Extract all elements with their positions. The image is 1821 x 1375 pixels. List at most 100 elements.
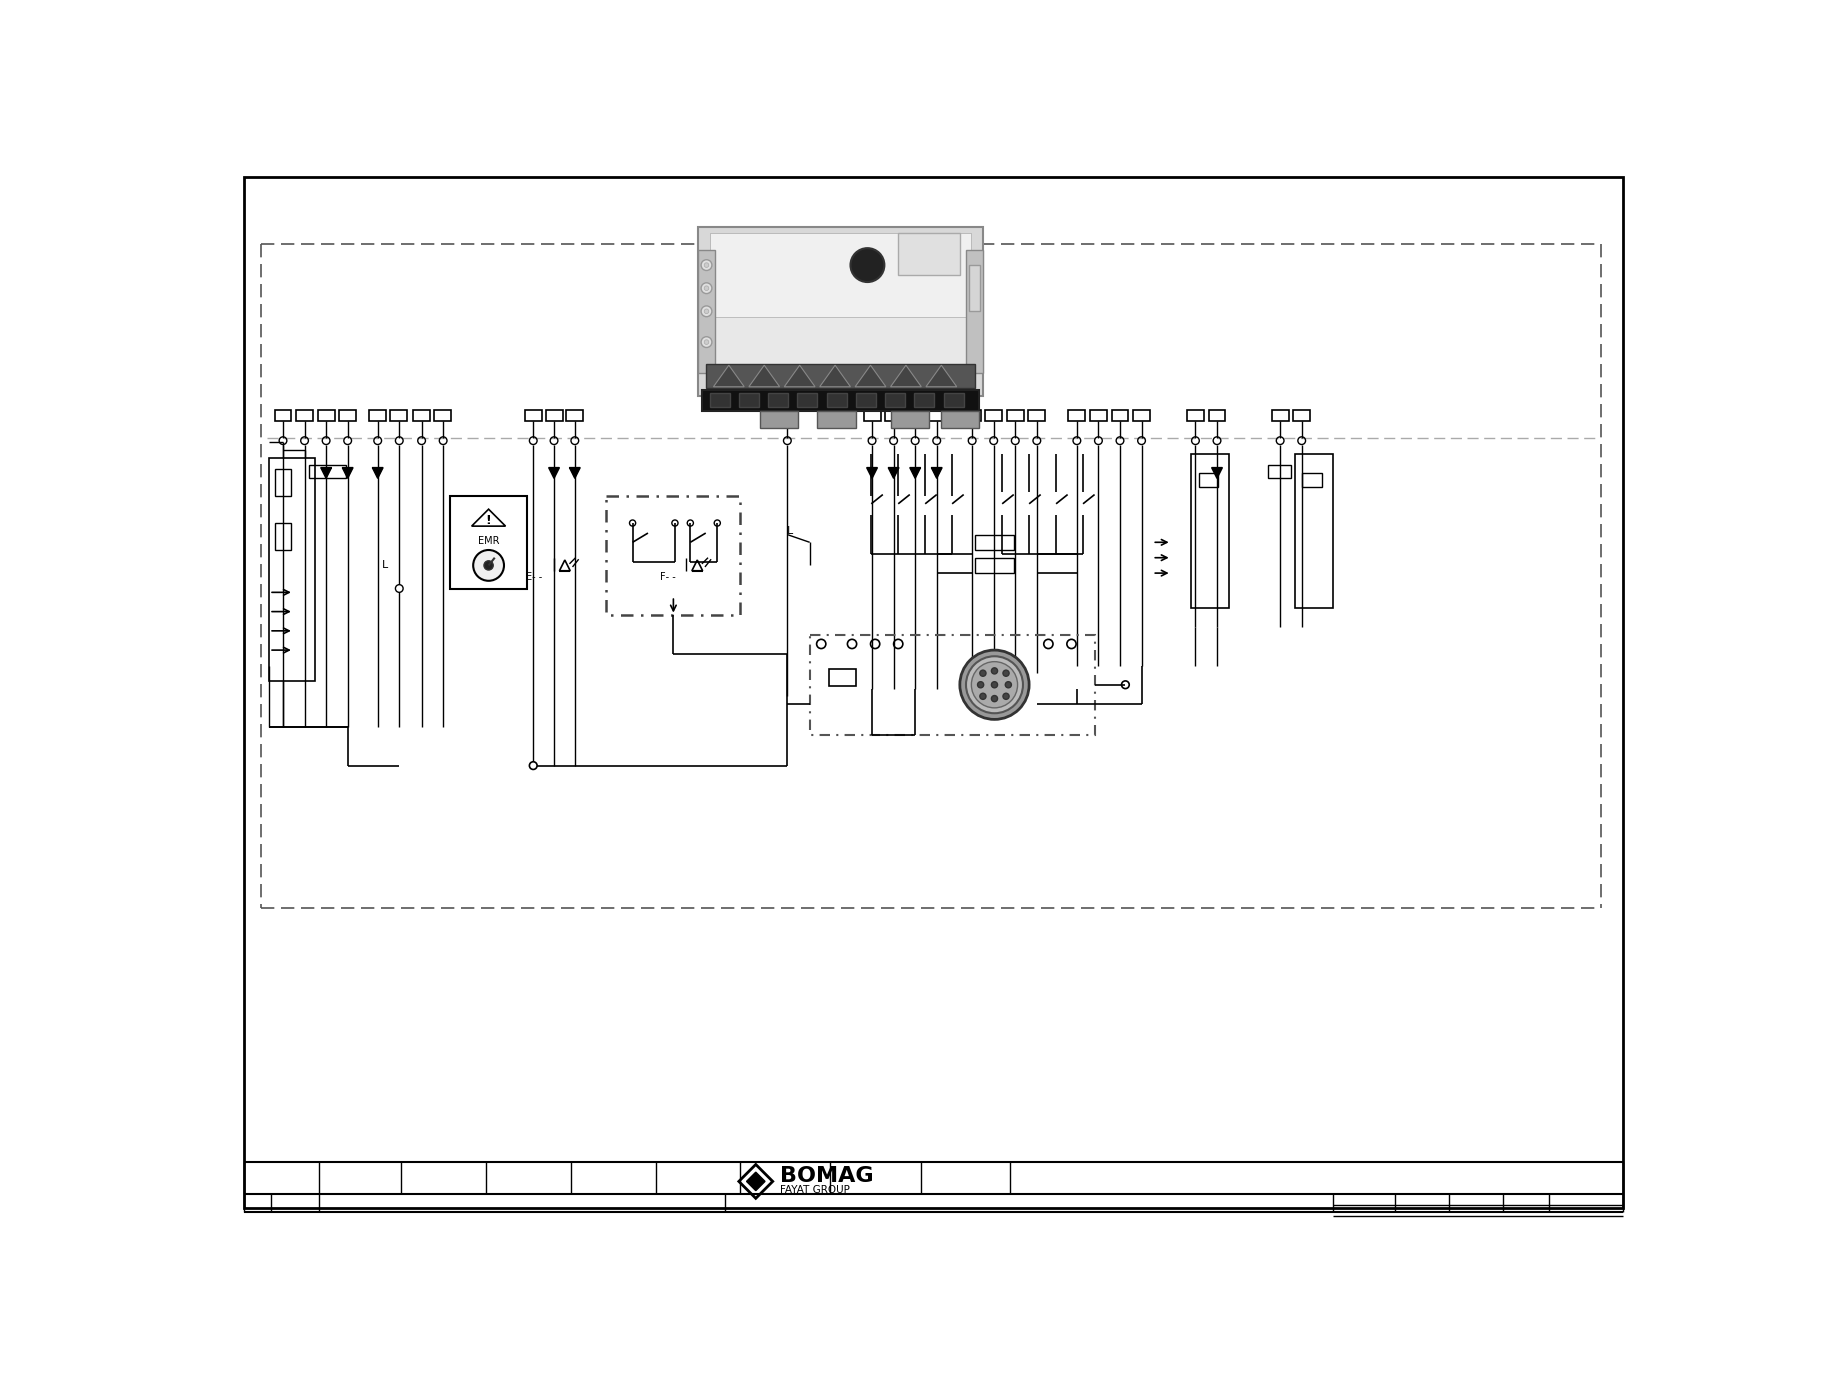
- Bar: [914, 393, 934, 407]
- Polygon shape: [889, 468, 900, 478]
- Circle shape: [1005, 682, 1011, 688]
- Bar: [701, 390, 980, 411]
- Bar: [566, 410, 583, 421]
- Bar: [697, 227, 983, 396]
- Polygon shape: [371, 468, 382, 478]
- Bar: [976, 558, 1014, 573]
- Polygon shape: [890, 366, 921, 386]
- Circle shape: [980, 693, 985, 700]
- Circle shape: [701, 260, 712, 271]
- Bar: [413, 410, 430, 421]
- Circle shape: [991, 668, 998, 674]
- Bar: [1111, 410, 1129, 421]
- Bar: [941, 411, 980, 429]
- Circle shape: [960, 650, 1029, 719]
- Bar: [1029, 410, 1045, 421]
- Bar: [1295, 454, 1333, 608]
- Polygon shape: [856, 366, 885, 386]
- Bar: [885, 410, 901, 421]
- Circle shape: [705, 309, 708, 314]
- Circle shape: [965, 656, 1023, 714]
- Polygon shape: [714, 366, 745, 386]
- Bar: [710, 393, 730, 407]
- Bar: [275, 469, 291, 496]
- Circle shape: [1003, 693, 1009, 700]
- Polygon shape: [925, 366, 956, 386]
- Bar: [275, 410, 291, 421]
- Bar: [339, 410, 357, 421]
- Bar: [524, 410, 541, 421]
- Bar: [450, 496, 526, 588]
- Circle shape: [705, 340, 708, 344]
- Bar: [985, 410, 1002, 421]
- Bar: [710, 232, 971, 318]
- Polygon shape: [867, 468, 878, 478]
- Bar: [768, 393, 788, 407]
- Text: EMR: EMR: [477, 536, 499, 546]
- Bar: [965, 250, 983, 373]
- Circle shape: [705, 263, 708, 267]
- Bar: [714, 234, 967, 388]
- Bar: [310, 465, 346, 478]
- Bar: [963, 410, 982, 421]
- Bar: [798, 393, 818, 407]
- Bar: [1091, 410, 1107, 421]
- Bar: [969, 265, 980, 311]
- Bar: [1209, 410, 1226, 421]
- Circle shape: [978, 682, 983, 688]
- Circle shape: [395, 584, 402, 593]
- Bar: [856, 393, 876, 407]
- Bar: [1271, 410, 1289, 421]
- Bar: [976, 535, 1014, 550]
- Polygon shape: [819, 366, 850, 386]
- Polygon shape: [747, 1172, 765, 1191]
- Bar: [606, 496, 741, 616]
- Bar: [739, 393, 759, 407]
- Bar: [390, 410, 406, 421]
- Circle shape: [705, 286, 708, 290]
- Bar: [270, 458, 315, 681]
- Bar: [1133, 410, 1151, 421]
- Text: FAYAT GROUP: FAYAT GROUP: [781, 1185, 850, 1195]
- Bar: [1267, 465, 1291, 477]
- Bar: [818, 411, 856, 429]
- Bar: [370, 410, 386, 421]
- Text: L: L: [787, 525, 792, 536]
- Bar: [863, 410, 881, 421]
- Polygon shape: [570, 468, 581, 478]
- Bar: [1302, 473, 1322, 487]
- Text: E- -: E- -: [526, 572, 543, 582]
- Bar: [1187, 410, 1204, 421]
- Circle shape: [701, 283, 712, 294]
- Polygon shape: [931, 468, 941, 478]
- Circle shape: [980, 670, 985, 676]
- Bar: [890, 411, 929, 429]
- Text: BOMAG: BOMAG: [781, 1166, 874, 1187]
- Bar: [546, 410, 563, 421]
- Bar: [779, 410, 796, 421]
- Circle shape: [484, 561, 493, 571]
- Bar: [898, 232, 960, 275]
- Circle shape: [850, 248, 885, 282]
- Bar: [827, 393, 847, 407]
- Bar: [1007, 410, 1023, 421]
- Bar: [759, 411, 798, 429]
- Bar: [943, 393, 963, 407]
- Bar: [829, 670, 856, 686]
- Circle shape: [701, 305, 712, 316]
- Bar: [275, 522, 291, 550]
- Bar: [1293, 410, 1309, 421]
- Bar: [1069, 410, 1085, 421]
- Circle shape: [971, 661, 1018, 708]
- Polygon shape: [548, 468, 559, 478]
- Bar: [297, 410, 313, 421]
- Circle shape: [473, 550, 504, 580]
- Bar: [929, 410, 945, 421]
- Polygon shape: [320, 468, 331, 478]
- Text: L: L: [382, 561, 388, 571]
- Bar: [433, 410, 452, 421]
- Polygon shape: [1211, 468, 1222, 478]
- Bar: [810, 635, 1094, 734]
- Circle shape: [991, 682, 998, 688]
- Bar: [1191, 454, 1229, 608]
